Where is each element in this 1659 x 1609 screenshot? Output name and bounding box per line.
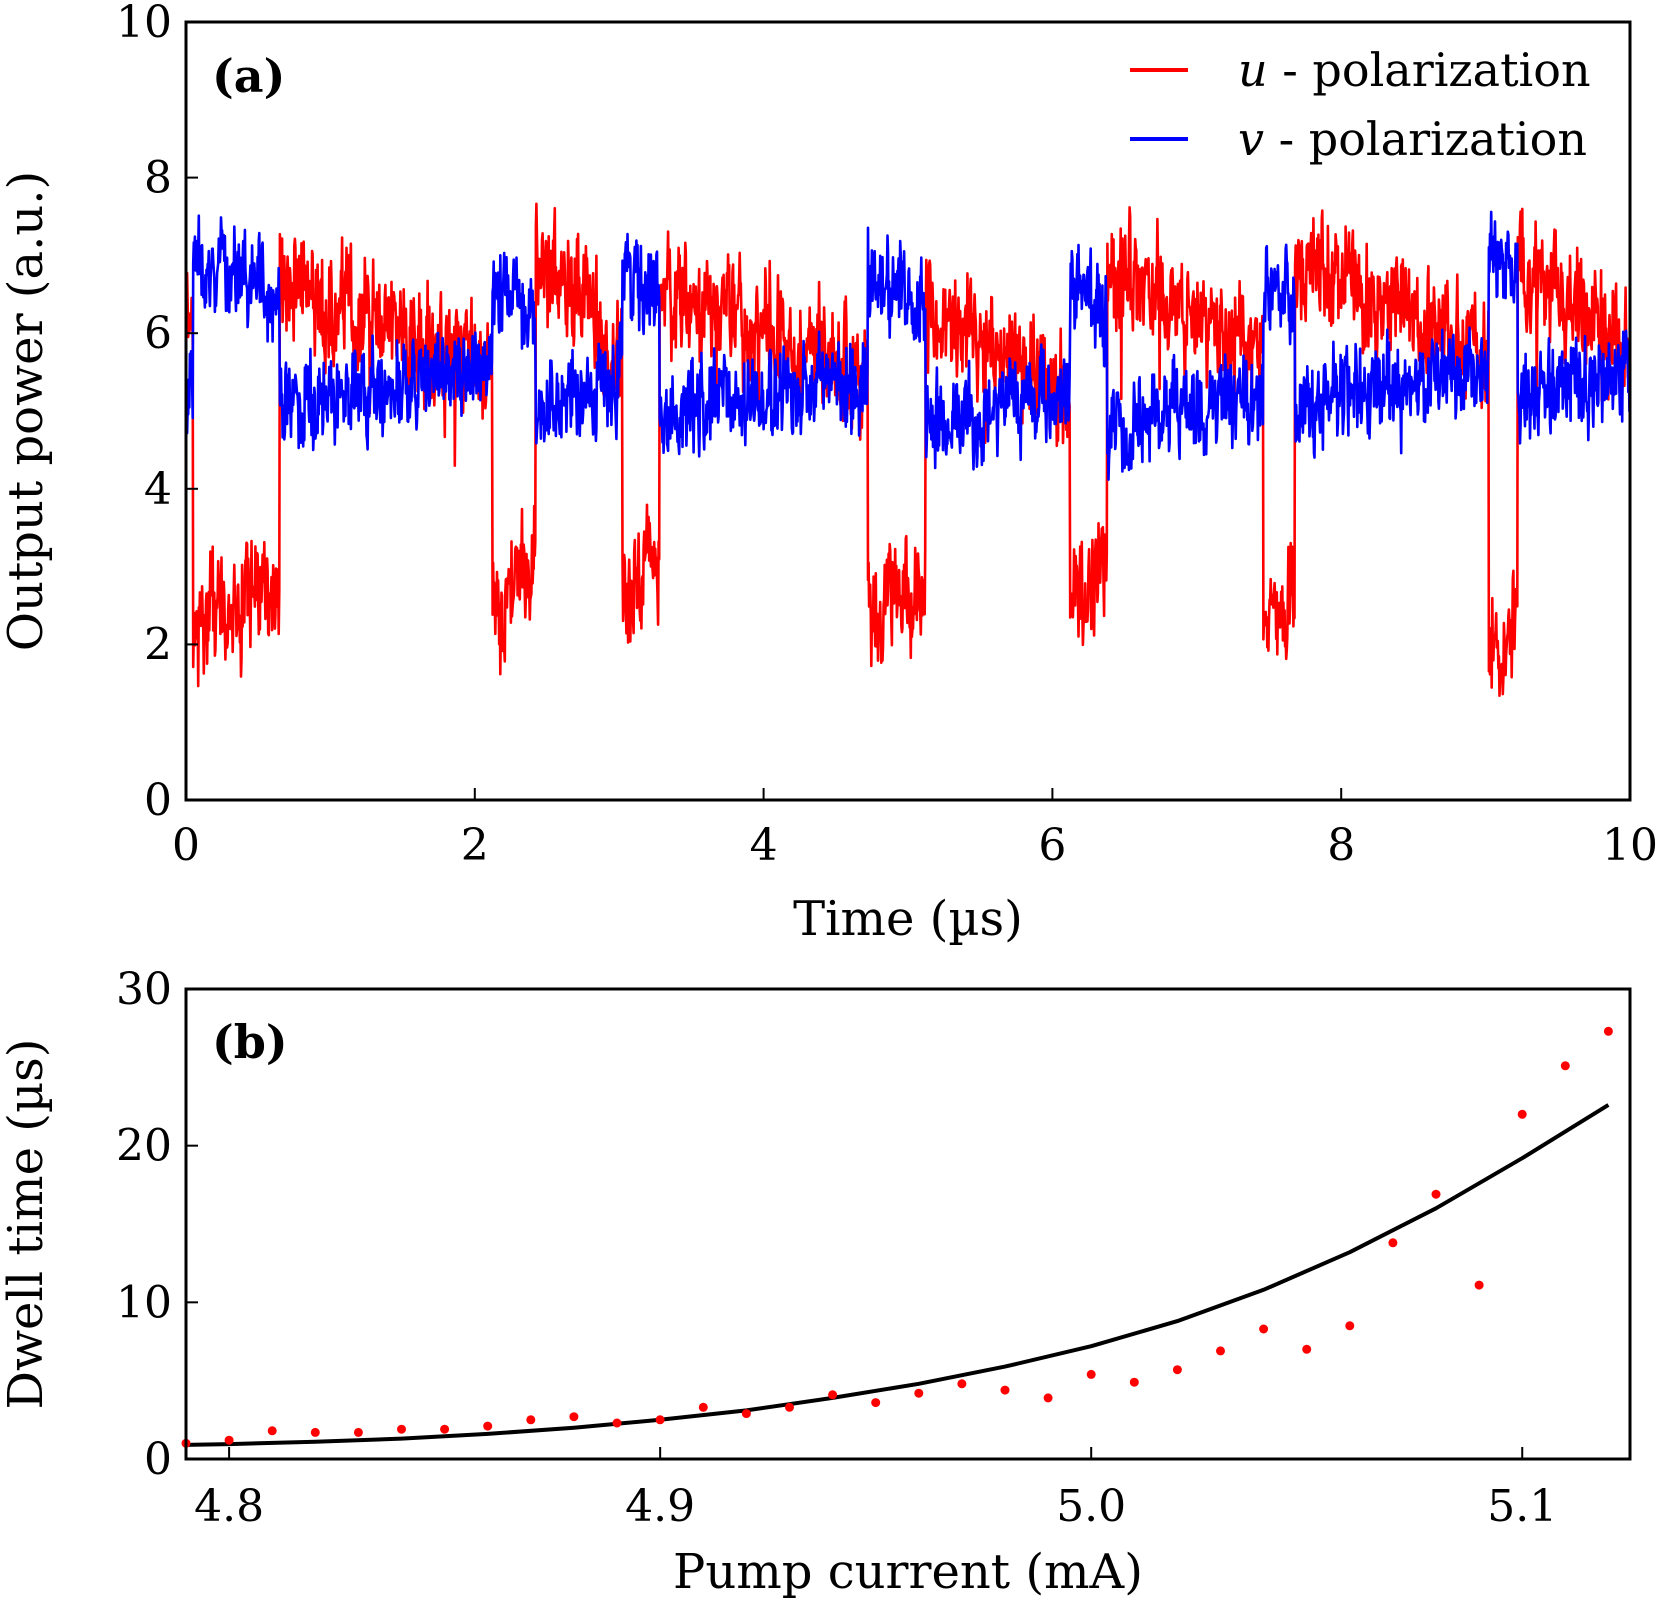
panel-a-xtick-label: 0: [172, 820, 200, 871]
panel-a-xtick-label: 2: [461, 820, 489, 871]
panel-a-ytick-label: 0: [144, 775, 172, 826]
dwell-time-point: [612, 1418, 622, 1428]
panel-b-label: (b): [212, 1015, 288, 1069]
dwell-time-point: [1216, 1346, 1225, 1356]
dwell-time-point: [1302, 1344, 1312, 1354]
u-polarization-trace: [184, 202, 1632, 698]
panel-a-ytick-label: 8: [144, 153, 172, 204]
panel-b-xtick-label: 5.0: [1056, 1481, 1126, 1532]
dwell-time-point: [655, 1415, 665, 1425]
panel-a-ytick-label: 4: [144, 464, 172, 515]
panel-a-ticks: 0 2 4 6 8 10 0 2 4 6 8 10: [116, 0, 1658, 871]
panel-a-ytick-label: 2: [144, 619, 172, 670]
panel-b-xtick-label: 4.9: [625, 1481, 695, 1532]
panel-a-traces: [184, 202, 1632, 698]
panel-b-ytick-label: 10: [116, 1277, 172, 1328]
dwell-time-point: [1345, 1321, 1355, 1331]
panel-a-xtick-label: 10: [1602, 820, 1658, 871]
panel-a-xtick-label: 8: [1327, 820, 1355, 871]
dwell-time-point: [526, 1415, 536, 1425]
fit-curve: [185, 1103, 1610, 1447]
dwell-time-point: [1259, 1324, 1269, 1334]
dwell-time-point: [483, 1421, 493, 1431]
panel-b-ytick-label: 20: [116, 1121, 172, 1172]
panel-a-label: (a): [212, 49, 285, 103]
dwell-time-point: [828, 1390, 838, 1400]
dwell-time-point: [569, 1412, 579, 1422]
legend-u-symbol: u: [1238, 43, 1268, 97]
panel-b-xtick-label: 5.1: [1487, 1481, 1557, 1532]
panel-a: 0 2 4 6 8 10 0 2 4 6 8 10 (a) u - polarization v - …: [0, 0, 1658, 947]
panel-b-marks: [181, 1026, 1613, 1448]
dwell-time-point: [1086, 1369, 1096, 1379]
panel-a-legend: u - polarization v - polarization: [1130, 43, 1591, 166]
dwell-time-point: [267, 1426, 277, 1436]
dwell-time-point: [698, 1402, 708, 1412]
panel-a-xtick-label: 6: [1038, 820, 1066, 871]
dwell-time-point: [785, 1402, 794, 1412]
panel-b-ticks: 4.8 4.9 5.0 5.1 0 10 20 30: [116, 964, 1557, 1532]
dwell-time-point: [1388, 1238, 1398, 1248]
dwell-time-point: [957, 1379, 967, 1389]
legend-v-symbol: v: [1238, 112, 1264, 166]
panel-b-ylabel: Dwell time (µs): [0, 1038, 54, 1409]
panel-a-ylabel: Output power (a.u.): [0, 171, 54, 652]
panel-b-xlabel: Pump current (mA): [673, 1544, 1143, 1600]
panel-a-frame: [184, 20, 1632, 802]
dwell-time-point: [224, 1435, 234, 1445]
dwell-time-point: [914, 1388, 924, 1398]
panel-b-ytick-label: 30: [116, 964, 172, 1015]
dwell-time-point: [1560, 1061, 1570, 1071]
dwell-time-point: [1000, 1385, 1010, 1395]
dwell-time-point: [440, 1424, 450, 1434]
dwell-time-point: [741, 1409, 751, 1419]
legend-v-text: - polarization: [1264, 112, 1587, 166]
legend-v-label: v - polarization: [1238, 112, 1587, 166]
panel-b-frame: [184, 987, 1632, 1461]
panel-a-xlabel: Time (µs): [793, 891, 1023, 947]
panel-a-ytick-label: 10: [116, 0, 172, 48]
panel-a-xtick-label: 4: [750, 820, 778, 871]
dwell-time-point: [1603, 1026, 1613, 1036]
dwell-time-point: [871, 1398, 881, 1408]
dwell-time-point: [1129, 1377, 1139, 1387]
dwell-time-point: [1474, 1280, 1484, 1290]
legend-u-label: u - polarization: [1238, 43, 1591, 97]
panel-b-xtick-label: 4.8: [194, 1481, 264, 1532]
panel-b-ytick-label: 0: [144, 1434, 172, 1485]
dwell-time-point: [1517, 1109, 1527, 1119]
dwell-time-point: [353, 1427, 363, 1437]
dwell-time-point: [397, 1424, 406, 1434]
dwell-time-point: [310, 1427, 320, 1437]
dwell-time-point: [1043, 1393, 1053, 1403]
legend-u-text: - polarization: [1268, 43, 1591, 97]
v-polarization-trace: [184, 210, 1632, 481]
panel-b: 4.8 4.9 5.0 5.1 0 10 20 30 (b) Pump current (mA…: [0, 964, 1632, 1600]
dwell-time-point: [1431, 1189, 1441, 1199]
dwell-time-point: [1172, 1365, 1182, 1375]
panel-a-ytick-label: 6: [144, 308, 172, 359]
